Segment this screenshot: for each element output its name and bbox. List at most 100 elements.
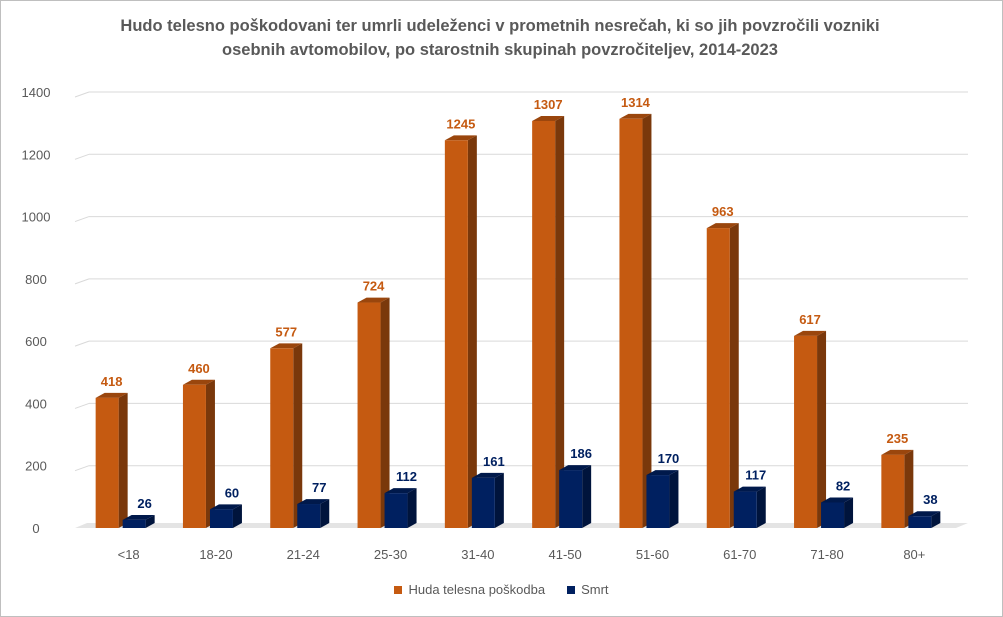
bar-huda [794,335,818,528]
bar-side-huda [118,392,128,528]
bar-top-huda [794,330,827,336]
y-tick-label: 0 [32,521,39,536]
bar-huda [182,384,206,528]
gridline-slant-7 [74,91,90,98]
bar-smrt [122,519,146,528]
bar-top-smrt [471,472,504,478]
chart-title-line-2: osebnih avtomobilov, po starostnih skupi… [222,41,778,59]
chart-title: Hudo telesno poškodovani ter umrli udele… [80,14,920,62]
gridline-slant-6 [74,153,90,160]
bar-side-huda [380,297,390,528]
bar-side-smrt [232,504,242,528]
data-label-smrt: 170 [658,451,680,466]
data-label-huda: 1245 [446,116,475,131]
data-label-smrt: 186 [570,446,592,461]
data-label-smrt: 161 [483,454,505,469]
bar-smrt [733,491,757,528]
bar-smrt [559,470,583,528]
data-label-smrt: 60 [225,485,239,500]
y-tick-label: 1200 [22,147,51,162]
bar-side-smrt [931,511,941,528]
bar-top-huda [619,113,652,119]
bar-side-smrt [669,470,679,528]
bar-top-smrt [733,486,766,492]
y-tick-label: 200 [25,459,47,474]
bar-smrt [297,504,321,528]
bar-smrt [209,509,233,528]
bar-huda [270,348,294,528]
gridline-slant-4 [74,278,90,285]
x-tick-label: 71-80 [810,547,843,562]
bar-side-huda [205,379,215,528]
bar-side-smrt [407,488,417,528]
bar-top-huda [270,343,303,349]
x-tick-label: 21-24 [287,547,320,562]
bar-top-smrt [384,488,417,494]
x-tick-label: 80+ [903,547,925,562]
legend: Huda telesna poškodba Smrt [0,582,1003,597]
bar-top-smrt [646,470,679,476]
data-label-huda: 617 [799,312,821,327]
bar-top-huda [444,135,477,141]
data-label-smrt: 117 [745,468,766,483]
bar-top-smrt [297,499,330,505]
bar-top-huda [95,392,128,398]
data-label-huda: 577 [275,324,297,339]
bar-smrt [821,502,845,528]
bar-top-huda [532,116,565,121]
bar-side-huda [555,116,565,529]
legend-swatch-huda [394,585,403,594]
bar-top-smrt [122,514,155,520]
data-label-huda: 724 [363,279,385,294]
x-tick-label: 25-30 [374,547,407,562]
bar-top-smrt [209,504,242,510]
x-tick-label: <18 [118,547,140,562]
bar-smrt [471,477,495,528]
data-label-smrt: 38 [923,492,937,507]
bar-side-smrt [494,472,504,528]
legend-label-huda: Huda telesna poškodba [408,582,546,597]
data-label-huda: 418 [101,374,123,389]
bar-side-huda [817,330,827,528]
bar-huda [881,454,905,528]
data-label-smrt: 77 [312,480,326,495]
bar-huda [706,228,730,528]
bar-top-smrt [908,511,941,517]
bar-side-smrt [320,499,330,528]
bar-side-huda [642,113,652,528]
data-label-smrt: 26 [137,496,151,511]
bar-side-smrt [145,514,155,528]
bar-huda [95,397,119,528]
data-label-huda: 235 [886,431,908,446]
bar-top-huda [357,297,390,303]
legend-label-smrt: Smrt [581,582,609,597]
data-label-huda: 1307 [534,97,563,112]
x-tick-label: 41-50 [549,547,582,562]
x-tick-label: 61-70 [723,547,756,562]
bar-huda [444,140,468,528]
y-tick-label: 600 [25,334,47,349]
gridline-slant-2 [74,402,90,409]
legend-item-huda: Huda telesna poškodba [394,582,545,597]
chart-title-line-1: Hudo telesno poškodovani ter umrli udele… [120,17,880,35]
gridline-slant-5 [74,216,90,223]
bar-huda [532,120,556,528]
data-label-huda: 460 [188,361,210,376]
bar-top-smrt [821,497,854,503]
y-tick-label: 1000 [22,210,51,225]
y-tick-label: 1400 [22,85,51,100]
bar-side-smrt [756,486,766,528]
bar-top-huda [881,449,914,455]
y-tick-label: 400 [25,396,47,411]
bar-side-huda [467,135,477,529]
data-label-smrt: 112 [396,469,417,484]
data-label-huda: 963 [712,204,734,219]
bar-top-huda [706,223,739,229]
legend-swatch-smrt [567,585,576,594]
bar-top-smrt [559,465,592,471]
bar-smrt [384,493,408,528]
bar-smrt [908,516,932,528]
bar-side-huda [729,223,739,528]
bar-side-smrt [844,497,854,528]
